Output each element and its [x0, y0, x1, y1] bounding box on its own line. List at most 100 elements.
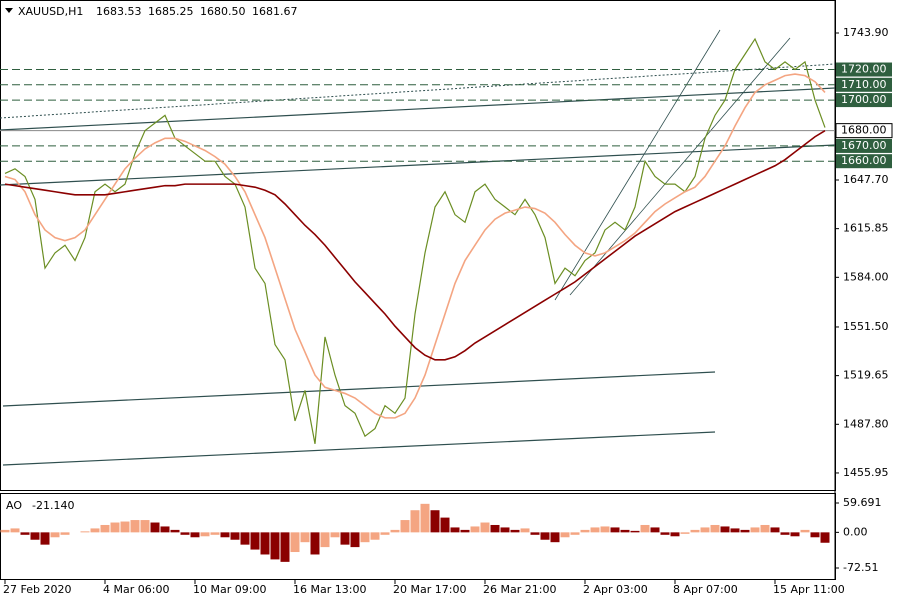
- level-label-box: [835, 123, 893, 139]
- osc-bar: [170, 529, 180, 533]
- osc-bar: [670, 532, 680, 537]
- osc-bar: [420, 503, 430, 533]
- osc-bar: [80, 531, 90, 533]
- x-tick-label: 26 Mar 21:00: [483, 583, 556, 596]
- osc-bar: [370, 532, 380, 540]
- ohlc-close: 1681.67: [252, 5, 298, 18]
- osc-bar: [640, 524, 650, 533]
- level-label-box: [836, 93, 892, 108]
- osc-bar: [570, 532, 580, 535]
- osc-bar: [100, 524, 110, 533]
- osc-bar: [410, 510, 420, 533]
- osc-bar: [600, 526, 610, 533]
- level-label-box: [836, 154, 892, 169]
- level-label: 1720.00: [841, 63, 887, 76]
- osc-bar: [160, 526, 170, 533]
- osc-bar: [90, 528, 100, 533]
- osc-bar: [150, 522, 160, 533]
- level-label: 1680.00: [841, 124, 887, 137]
- y-tick-label: 1519.65: [843, 369, 889, 382]
- osc-bar: [450, 527, 460, 533]
- level-label: 1700.00: [841, 93, 887, 106]
- osc-bar: [810, 532, 820, 538]
- osc-bar: [30, 532, 40, 540]
- osc-bar: [790, 532, 800, 537]
- osc-bar: [700, 527, 710, 533]
- osc-bar: [300, 532, 310, 543]
- header: XAUUSD,H1 1683.53 1685.25 1680.50 1681.6…: [5, 5, 298, 512]
- osc-bar: [110, 522, 120, 533]
- series-line: [4, 129, 826, 361]
- osc-bar: [220, 532, 230, 538]
- osc-bar: [0, 529, 10, 533]
- series-line: [4, 37, 826, 444]
- level-label: 1660.00: [841, 154, 887, 167]
- osc-bar: [820, 532, 830, 543]
- osc-bar: [130, 520, 140, 533]
- osc-tick-label: -72.51: [843, 561, 878, 574]
- osc-bar: [720, 526, 730, 533]
- osc-frame: [0, 493, 836, 580]
- osc-bar: [730, 528, 740, 533]
- osc-bar: [380, 532, 390, 535]
- osc-bar: [200, 532, 210, 537]
- osc-bar: [190, 532, 200, 538]
- y-tick-label: 1615.85: [843, 222, 889, 235]
- trend-lines: [0, 29, 836, 466]
- osc-bar: [760, 524, 770, 533]
- x-tick-label: 27 Feb 2020: [3, 583, 71, 596]
- y-tick-label: 1551.50: [843, 320, 889, 333]
- osc-bar: [460, 529, 470, 533]
- osc-bar: [10, 528, 20, 533]
- osc-bar: [560, 532, 570, 538]
- osc-bar: [210, 532, 220, 535]
- osc-bar: [630, 530, 640, 533]
- ohlc-high: 1685.25: [148, 5, 194, 18]
- osc-bar: [710, 524, 720, 533]
- y-tick-label: 1487.80: [843, 417, 889, 430]
- osc-bar: [330, 532, 340, 538]
- osc-bar: [750, 527, 760, 533]
- osc-bar: [540, 532, 550, 540]
- osc-bar: [510, 529, 520, 533]
- x-tick-label: 8 Apr 07:00: [673, 583, 738, 596]
- osc-bar: [470, 526, 480, 533]
- level-label: 1670.00: [841, 139, 887, 152]
- y-tick-label: 1647.70: [843, 173, 889, 186]
- osc-bar: [690, 529, 700, 533]
- y-tick-label: 1455.95: [843, 466, 889, 479]
- y-tick-label: 1584.00: [843, 270, 889, 283]
- osc-bar: [530, 532, 540, 535]
- x-tick-label: 10 Mar 09:00: [193, 583, 266, 596]
- osc-bar: [740, 529, 750, 533]
- ohlc-low: 1680.50: [200, 5, 246, 18]
- y-tick-label: 1743.90: [843, 26, 889, 39]
- level-label-box: [836, 138, 892, 153]
- osc-bar: [280, 532, 290, 562]
- osc-bar: [260, 532, 270, 555]
- osc-bar: [290, 532, 300, 553]
- x-tick-label: 2 Apr 03:00: [583, 583, 648, 596]
- osc-bar: [40, 532, 50, 545]
- osc-tick-label: 0.00: [843, 525, 868, 538]
- osc-bar: [60, 532, 70, 535]
- osc-bar: [180, 532, 190, 535]
- osc-bar: [320, 532, 330, 548]
- x-tick-label: 16 Mar 13:00: [293, 583, 366, 596]
- level-label-box: [836, 77, 892, 92]
- menu-arrow[interactable]: [5, 8, 13, 13]
- osc-bar: [430, 510, 440, 533]
- osc-bar: [770, 527, 780, 533]
- osc-bar: [350, 532, 360, 548]
- symbol: XAUUSD,H1: [18, 5, 83, 18]
- osc-bar: [800, 529, 810, 533]
- osc-bar: [250, 532, 260, 550]
- osc-bar: [400, 520, 410, 533]
- osc-bar: [310, 532, 320, 555]
- osc-bar: [480, 522, 490, 533]
- series-line: [4, 73, 826, 419]
- osc-bar: [520, 528, 530, 533]
- osc-name: AO: [6, 499, 22, 512]
- dotted-trend: [0, 63, 836, 119]
